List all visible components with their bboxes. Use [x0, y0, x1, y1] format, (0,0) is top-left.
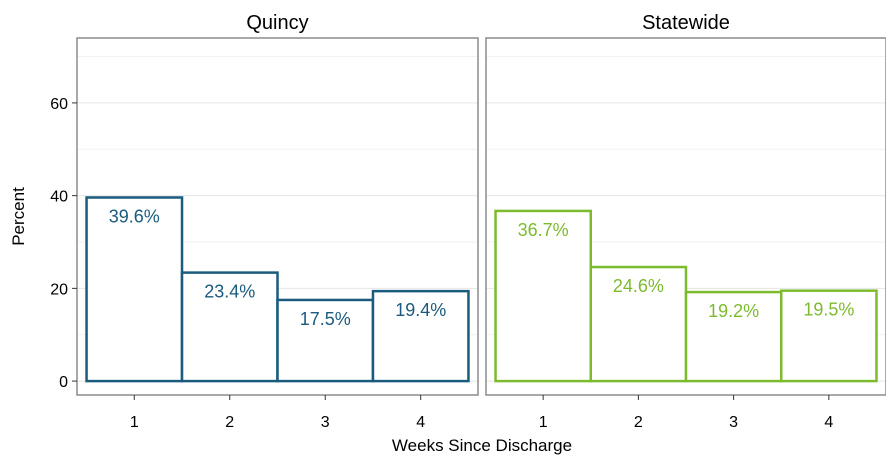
- data-label: 39.6%: [109, 206, 160, 226]
- x-tick-label: 2: [634, 414, 643, 431]
- panel-border-0: [76, 37, 479, 396]
- data-label: 19.5%: [803, 300, 854, 320]
- x-tick-label: 1: [130, 414, 139, 431]
- bar: [589, 265, 688, 383]
- y-axis-title: Percent: [9, 187, 28, 246]
- x-axis-title: Weeks Since Discharge: [392, 436, 572, 455]
- data-label: 17.5%: [300, 309, 351, 329]
- data-label: 24.6%: [613, 276, 664, 296]
- x-tick-label: 4: [416, 414, 425, 431]
- x-tick-label: 3: [321, 414, 330, 431]
- bar: [371, 289, 470, 383]
- data-label: 23.4%: [204, 282, 255, 302]
- y-tick-label: 60: [50, 96, 68, 113]
- bar: [494, 209, 593, 383]
- x-tick-label: 4: [824, 414, 833, 431]
- bar: [779, 289, 878, 383]
- facet-title-1: Statewide: [642, 12, 730, 34]
- bar: [684, 290, 783, 383]
- y-tick-label: 20: [50, 281, 68, 298]
- bar: [85, 196, 184, 383]
- facet-title-0: Quincy: [246, 12, 308, 34]
- x-tick-label: 1: [539, 414, 548, 431]
- panel-border-1: [485, 37, 886, 396]
- data-label: 36.7%: [518, 220, 569, 240]
- y-tick-label: 0: [59, 374, 68, 391]
- data-label: 19.2%: [708, 301, 759, 321]
- x-tick-label: 2: [225, 414, 234, 431]
- x-tick-label: 3: [729, 414, 738, 431]
- y-tick-label: 40: [50, 189, 68, 206]
- data-label: 19.4%: [395, 300, 446, 320]
